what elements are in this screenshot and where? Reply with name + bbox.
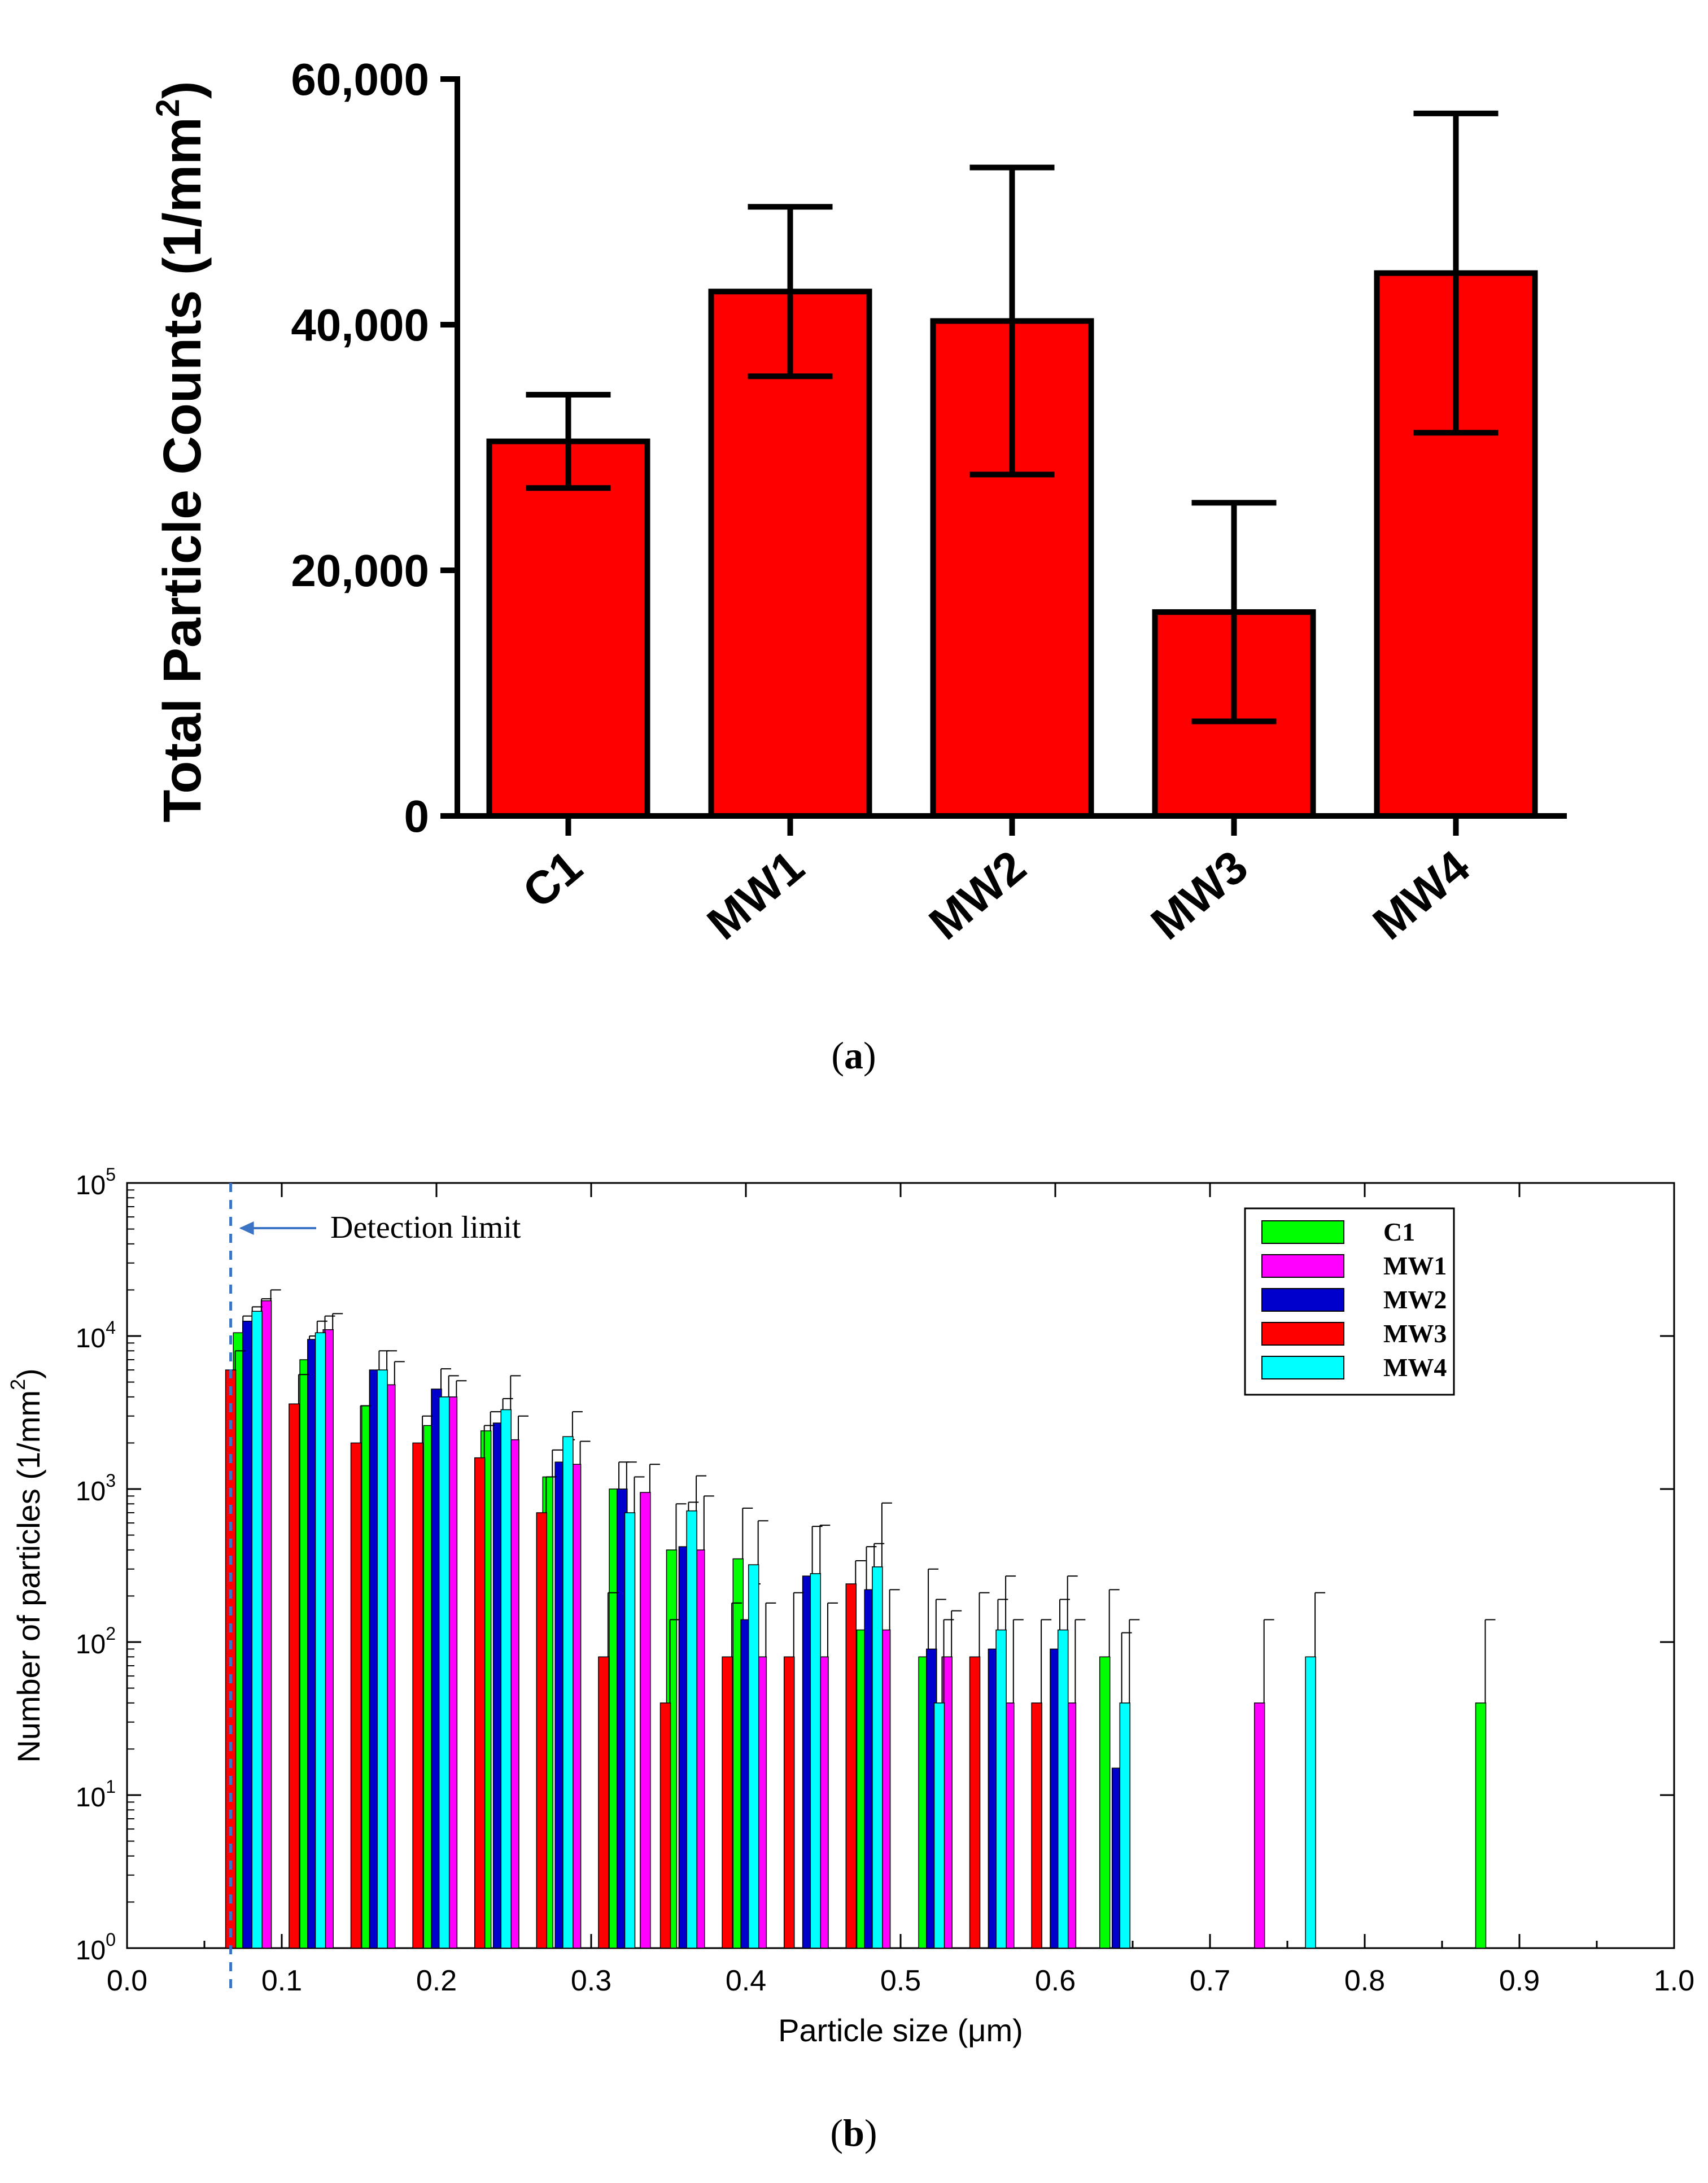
x-tick-label: 0.2	[416, 1964, 457, 1997]
bar-mw4	[562, 1436, 574, 1949]
bar-mw3	[474, 1457, 486, 1949]
bar-c1	[1099, 1656, 1111, 1949]
y-tick-label: 60,000	[291, 54, 429, 104]
x-tick-label-c1: C1	[513, 841, 592, 918]
bar-mw4	[500, 1409, 512, 1949]
bar-mw3	[845, 1583, 857, 1949]
bar-mw4	[872, 1566, 883, 1949]
bar-mw4	[810, 1573, 822, 1949]
x-tick-label-mw3: MW3	[1142, 841, 1257, 950]
bar-mw4	[314, 1332, 326, 1949]
bar-mw3	[659, 1702, 671, 1949]
y-tick-label: 20,000	[291, 545, 429, 596]
bar-mw3	[598, 1656, 609, 1949]
bar-c1	[486, 438, 650, 819]
bar-mw4	[1305, 1656, 1316, 1949]
bar-mw3	[969, 1656, 981, 1949]
detection-limit-arrowhead	[239, 1221, 254, 1235]
bar-mw3	[783, 1656, 795, 1949]
x-tick-label: 0.6	[1035, 1964, 1076, 1997]
legend-label-mw2: MW2	[1383, 1285, 1447, 1314]
bar-mw1	[260, 1300, 272, 1949]
legend-label-c1: C1	[1383, 1217, 1415, 1246]
bar-mw4	[251, 1311, 263, 1949]
bar-mw2	[242, 1320, 254, 1949]
y-axis-title: Total Particle Counts (1/mm2)	[150, 81, 212, 822]
y-tick-label: 103	[76, 1470, 116, 1507]
bar-mw1	[1253, 1702, 1265, 1949]
bar-mw3	[1031, 1702, 1042, 1949]
x-tick-label: 1.0	[1654, 1964, 1694, 1997]
x-tick-label: 0.1	[261, 1964, 302, 1997]
bar-mw4	[438, 1396, 450, 1949]
chart-b: 0.0 0.1 0.2 0.3 0.4 0.5 0.6 0.7 0.8 0.9 1.0 100 101 1…	[6, 1164, 1694, 2154]
x-tick-label: 0.5	[880, 1964, 921, 1997]
bar-mw4	[686, 1510, 697, 1949]
y-axis-title: Number of particles (1/mm2)	[6, 1368, 46, 1762]
detection-limit-label: Detection limit	[330, 1210, 521, 1245]
x-axis-title: Particle size (μm)	[778, 2012, 1023, 2048]
bar-mw3	[722, 1656, 733, 1949]
y-tick-label: 100	[76, 1929, 116, 1966]
bar-c1	[1475, 1702, 1487, 1949]
panel-label-b: (b)	[830, 2111, 877, 2154]
bar-mw3	[289, 1403, 300, 1949]
legend-swatch-mw4	[1261, 1356, 1344, 1379]
legend-label-mw1: MW1	[1383, 1251, 1447, 1280]
x-tick-label: 0.7	[1190, 1964, 1230, 1997]
bar-mw4	[933, 1702, 945, 1949]
x-tick-label: 0.3	[571, 1964, 611, 1997]
legend-label-mw3: MW3	[1383, 1319, 1447, 1348]
bar-mw4	[995, 1629, 1007, 1949]
bar-mw4	[624, 1512, 636, 1949]
x-tick-label-mw4: MW4	[1364, 841, 1479, 950]
legend-swatch-mw2	[1261, 1288, 1344, 1312]
y-tick-label: 0	[404, 791, 430, 841]
bar-mw4	[748, 1564, 759, 1949]
y-tick-label: 101	[76, 1776, 116, 1813]
bar-mw3	[412, 1442, 423, 1949]
x-tick-label: 0.0	[107, 1964, 147, 1997]
y-tick-label: 105	[76, 1164, 116, 1200]
bar-mw4	[377, 1369, 388, 1949]
x-tick-label-mw1: MW1	[698, 841, 814, 950]
legend-swatch-mw1	[1261, 1254, 1344, 1278]
bar-mw3	[350, 1442, 362, 1949]
x-tick-label: 0.8	[1344, 1964, 1385, 1997]
bar-mw3	[536, 1512, 548, 1949]
bar-mw4	[1057, 1629, 1069, 1949]
bar-mw4	[1119, 1702, 1131, 1949]
y-tick-label: 102	[76, 1623, 116, 1660]
y-tick-label: 40,000	[291, 300, 429, 350]
y-tick-label: 104	[76, 1317, 116, 1354]
bar-mw1	[640, 1492, 651, 1949]
x-tick-label-mw2: MW2	[920, 841, 1036, 950]
legend-label-mw4: MW4	[1383, 1353, 1447, 1382]
legend-swatch-c1	[1261, 1220, 1344, 1244]
x-tick-label: 0.9	[1499, 1964, 1540, 1997]
panel-label-a: (a)	[831, 1034, 876, 1077]
chart-a: 0 20,000 40,000 60,000 C1 MW1 MW2 MW3 MW4 Total P…	[150, 54, 1567, 1077]
legend-swatch-mw3	[1261, 1322, 1344, 1346]
x-tick-label: 0.4	[726, 1964, 766, 1997]
